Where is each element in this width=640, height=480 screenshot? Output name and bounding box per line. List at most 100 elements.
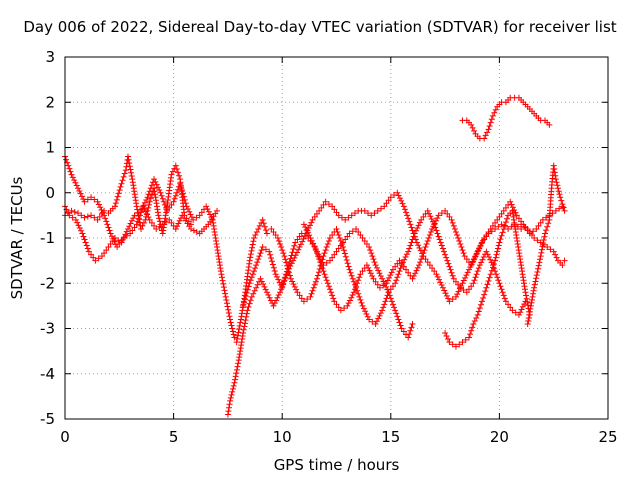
data-point	[373, 264, 380, 271]
data-point	[480, 294, 487, 301]
data-point	[404, 212, 411, 219]
data-point	[444, 210, 451, 217]
data-point	[482, 288, 489, 295]
data-point	[316, 207, 323, 214]
data-point	[240, 330, 247, 337]
data-point	[459, 280, 466, 287]
data-point	[485, 277, 492, 284]
data-point	[222, 293, 229, 300]
data-point	[320, 253, 327, 260]
data-point	[531, 281, 538, 288]
data-point	[275, 276, 282, 283]
data-point	[388, 298, 395, 305]
data-point	[353, 225, 360, 232]
data-point	[324, 241, 331, 248]
data-point	[373, 318, 380, 325]
data-point	[232, 373, 239, 380]
data-point	[65, 162, 72, 169]
data-point	[316, 254, 323, 261]
data-point	[363, 241, 370, 248]
data-point	[393, 277, 400, 284]
data-point	[360, 305, 367, 312]
data-point	[326, 235, 333, 241]
y-tick-label: 0	[45, 184, 55, 202]
data-point	[256, 253, 263, 260]
data-point	[320, 262, 327, 269]
data-point	[434, 230, 441, 237]
data-point	[230, 331, 237, 338]
data-point	[359, 235, 366, 241]
data-point	[162, 219, 169, 226]
data-point	[337, 307, 344, 314]
data-point	[538, 246, 545, 253]
data-point	[312, 278, 319, 285]
data-point	[407, 327, 414, 334]
data-point	[418, 256, 425, 263]
data-point	[398, 325, 405, 332]
data-point	[83, 242, 90, 249]
data-point	[357, 231, 364, 238]
data-point	[290, 245, 297, 252]
data-point	[78, 227, 85, 234]
data-point	[289, 249, 296, 256]
data-point	[479, 256, 486, 263]
data-point	[236, 322, 243, 329]
data-point	[261, 223, 268, 230]
data-point	[257, 275, 264, 282]
data-point	[396, 195, 403, 202]
data-point	[285, 266, 292, 273]
data-point	[158, 192, 165, 199]
data-point	[545, 220, 552, 227]
data-point	[367, 247, 374, 254]
data-point	[529, 293, 536, 300]
data-point	[498, 221, 505, 228]
data-point	[115, 190, 122, 197]
data-point	[236, 326, 243, 333]
data-point	[427, 213, 434, 220]
data-point	[121, 170, 128, 177]
data-point	[381, 301, 388, 308]
data-point	[323, 259, 330, 266]
data-point	[437, 239, 444, 246]
data-point	[290, 281, 297, 288]
data-point	[494, 248, 501, 255]
data-point	[338, 214, 345, 221]
data-point	[487, 225, 494, 232]
data-point	[75, 210, 82, 217]
data-point	[250, 268, 257, 275]
data-point	[235, 329, 242, 336]
data-point	[313, 275, 320, 282]
data-point	[233, 366, 240, 373]
data-point	[345, 300, 352, 307]
data-point	[156, 223, 163, 230]
data-point	[300, 221, 307, 228]
data-point	[392, 280, 399, 287]
data-point	[175, 220, 182, 227]
data-point	[286, 258, 293, 265]
data-point	[434, 273, 441, 280]
data-point	[392, 307, 399, 314]
data-point	[389, 266, 396, 273]
data-point	[426, 262, 433, 269]
data-point	[559, 262, 566, 269]
data-point	[247, 251, 254, 258]
data-point	[532, 278, 539, 285]
data-point	[223, 297, 230, 304]
data-point	[375, 315, 382, 322]
data-point	[267, 297, 274, 304]
data-point	[72, 179, 79, 186]
data-point	[364, 313, 371, 320]
data-point	[414, 264, 421, 271]
data-point	[106, 227, 113, 234]
data-point	[169, 168, 176, 175]
data-point	[394, 274, 401, 281]
data-point	[255, 225, 262, 232]
data-point	[438, 282, 445, 289]
data-point	[442, 290, 449, 297]
data-point	[148, 219, 155, 226]
data-point	[71, 208, 78, 215]
data-point	[408, 324, 415, 331]
data-point	[398, 262, 405, 269]
data-point	[96, 213, 103, 220]
data-point	[473, 314, 480, 321]
